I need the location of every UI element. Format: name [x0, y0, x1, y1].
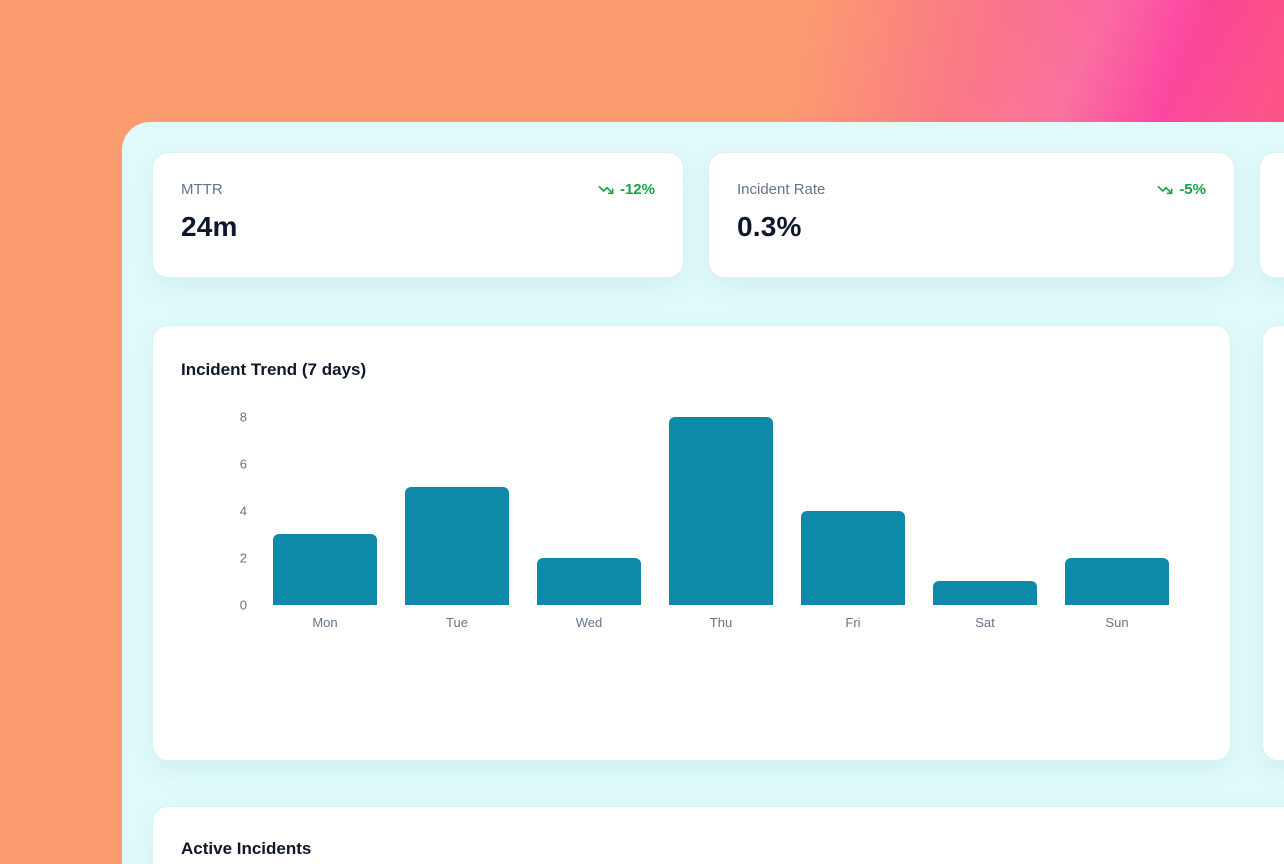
x-tick-label: Mon — [312, 615, 338, 630]
bar-chart: 0 2 4 6 8 Mon Tue Wed Thu Fri Sat Sun — [181, 411, 1202, 630]
chart-column-tue: Tue — [391, 417, 523, 630]
chart-column-wed: Wed — [523, 417, 655, 630]
y-tick-label: 0 — [239, 597, 247, 613]
stat-trend-value: -12% — [619, 181, 655, 198]
chart-y-axis: 0 2 4 6 8 — [181, 411, 259, 612]
active-incidents-card: Active Incidents — [152, 806, 1284, 864]
trending-down-icon — [598, 182, 614, 198]
chart-column-thu: Thu — [655, 417, 787, 630]
incident-trend-card: Incident Trend (7 days) 0 2 4 6 8 Mon Tue Wed T… — [152, 325, 1231, 761]
side-card-partial — [1262, 325, 1284, 761]
stat-card-header: Incident Rate -5% — [737, 181, 1206, 198]
stat-value: 24m — [181, 211, 238, 242]
x-tick-label: Thu — [709, 615, 733, 630]
x-tick-label: Sat — [975, 615, 995, 630]
stat-label: MTTR — [181, 181, 223, 198]
stat-trend-badge: -12% — [598, 181, 655, 198]
chart-column-mon: Mon — [259, 417, 391, 630]
y-tick-label: 6 — [239, 456, 247, 472]
active-incidents-title: Active Incidents — [181, 839, 312, 858]
chart-plot: Mon Tue Wed Thu Fri Sat Sun — [259, 417, 1183, 630]
y-tick-label: 2 — [239, 550, 247, 566]
stat-trend-value: -5% — [1179, 181, 1206, 198]
y-tick-label: 8 — [239, 409, 247, 425]
bar-wed — [537, 558, 641, 605]
chart-column-sat: Sat — [919, 417, 1051, 630]
chart-title: Incident Trend (7 days) — [181, 360, 367, 379]
chart-column-sun: Sun — [1051, 417, 1183, 630]
x-tick-label: Wed — [575, 615, 603, 630]
stat-card-partial — [1259, 152, 1284, 278]
charts-row: Incident Trend (7 days) 0 2 4 6 8 Mon Tue Wed T… — [152, 325, 1284, 761]
x-tick-label: Tue — [446, 615, 468, 630]
bar-thu — [669, 417, 773, 605]
y-tick-label: 4 — [239, 503, 247, 519]
stat-label: Incident Rate — [737, 181, 826, 198]
bar-tue — [405, 487, 509, 605]
stat-card-header: MTTR -12% — [181, 181, 655, 198]
bar-sat — [933, 581, 1037, 605]
bar-sun — [1065, 558, 1169, 605]
stat-card-mttr: MTTR -12% 24m — [152, 152, 684, 278]
stat-card-incident-rate: Incident Rate -5% 0.3% — [708, 152, 1235, 278]
dashboard-panel: MTTR -12% 24m Incident Rate — [122, 122, 1284, 864]
stat-trend-badge: -5% — [1157, 181, 1206, 198]
bar-mon — [273, 534, 377, 605]
x-tick-label: Sun — [1105, 615, 1129, 630]
bar-fri — [801, 511, 905, 605]
chart-column-fri: Fri — [787, 417, 919, 630]
x-tick-label: Fri — [845, 615, 861, 630]
stats-row: MTTR -12% 24m Incident Rate — [152, 152, 1284, 278]
trending-down-icon — [1157, 182, 1173, 198]
stat-value: 0.3% — [737, 211, 802, 242]
incidents-row: Active Incidents — [152, 806, 1284, 864]
